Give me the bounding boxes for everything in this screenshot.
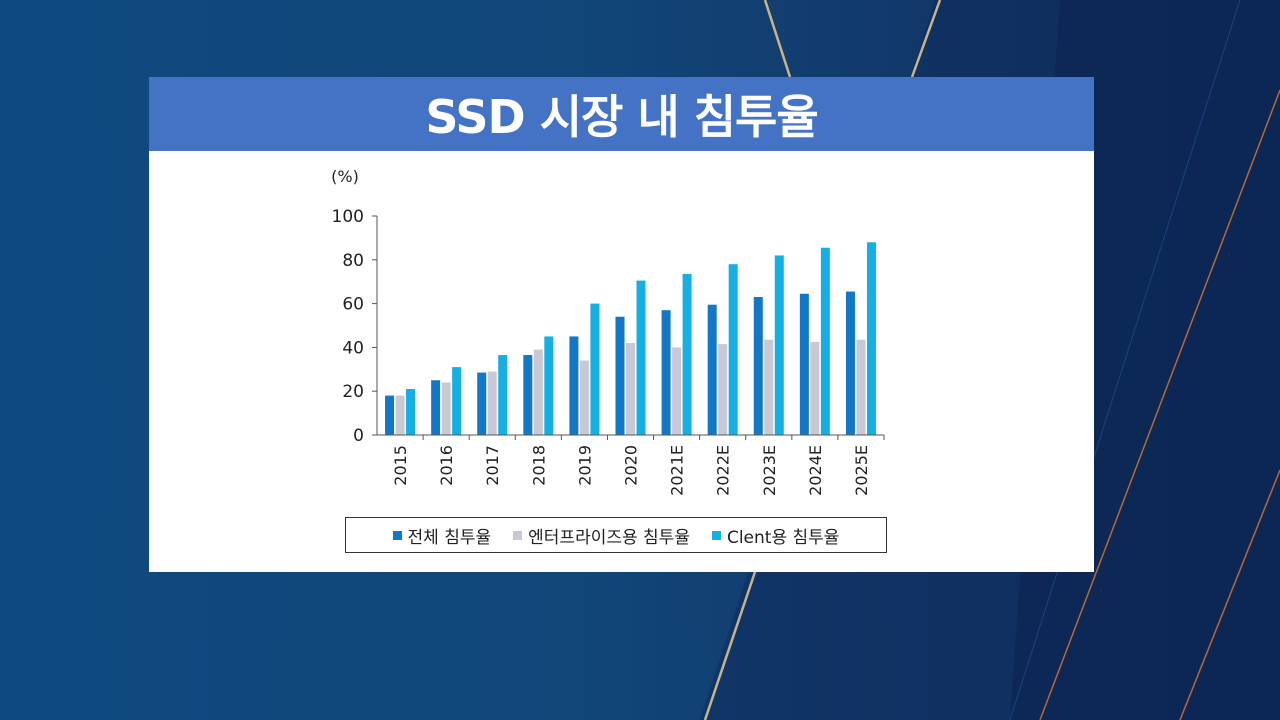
bar-client-2018: [544, 336, 554, 435]
legend-label-client: Clent용 침투율: [726, 527, 840, 548]
bg-copper-line: [1039, 89, 1280, 720]
x-tick-label: 2015: [391, 445, 410, 486]
y-axis-ticks: 0 20 40 60 80 100: [332, 207, 377, 446]
bar-enterprise-2020: [626, 343, 635, 435]
bar-series: [385, 242, 876, 435]
bar-client-2024E: [820, 247, 830, 435]
bar-chart: (%) 0 20 40 60 80 100 2015 2016 2017 2018 2019 202…: [331, 167, 885, 496]
bar-enterprise-2024E: [810, 341, 820, 435]
chart-legend: 전체 침투율 엔터프라이즈용 침투율 Clent용 침투율: [345, 517, 887, 553]
y-tick-label: 100: [332, 207, 364, 227]
bar-client-2021E: [682, 274, 692, 435]
bar-total-2019: [569, 336, 579, 435]
legend-swatch-enterprise: [513, 530, 523, 540]
bar-total-2022E: [707, 304, 717, 435]
legend-swatch-total: [392, 530, 402, 540]
x-tick-label: 2018: [529, 445, 548, 486]
y-tick-label: 60: [342, 295, 364, 315]
bar-enterprise-2015: [395, 395, 405, 435]
x-axis-labels: 2015 2016 2017 2018 2019 2020 2021E 2022E 2023E 2…: [391, 435, 885, 496]
bar-enterprise-2025E: [856, 339, 866, 435]
bar-enterprise-2021E: [672, 347, 682, 435]
x-tick-label: 2020: [622, 445, 641, 486]
chart-panel: SSD 시장 내 침투율 (%) 0 20 40 60 80 100 2015 2016 20…: [149, 77, 1094, 572]
legend-item-enterprise: 엔터프라이즈용 침투율: [513, 523, 690, 548]
bar-total-2021E: [661, 310, 671, 435]
y-tick-label: 0: [353, 426, 364, 446]
legend-label-enterprise: 엔터프라이즈용 침투율: [528, 527, 690, 548]
legend-swatch-client: [711, 530, 721, 540]
y-tick-label: 80: [342, 251, 364, 271]
bar-total-2020: [615, 316, 625, 435]
bar-total-2015: [385, 395, 395, 435]
bar-total-2017: [477, 372, 487, 435]
bar-total-2024E: [799, 293, 809, 435]
bar-client-2017: [498, 355, 508, 435]
x-tick-label: 2024E: [806, 445, 825, 496]
legend-item-total: 전체 침투율: [392, 523, 492, 548]
bg-blue-line: [1009, 0, 1241, 720]
page-title: SSD 시장 내 침투율: [425, 90, 818, 144]
bg-gold-line: [910, 0, 942, 78]
bg-copper-line: [1179, 469, 1280, 720]
x-tick-label: 2025E: [852, 445, 871, 496]
title-bar: SSD 시장 내 침투율: [149, 77, 1094, 151]
bar-total-2018: [523, 355, 533, 435]
bar-total-2025E: [845, 291, 855, 435]
bar-client-2019: [590, 303, 600, 435]
bar-enterprise-2022E: [718, 344, 728, 435]
bar-enterprise-2018: [533, 349, 543, 435]
bar-enterprise-2019: [579, 360, 589, 435]
y-tick-label: 40: [342, 338, 364, 358]
bg-gold-line: [763, 0, 792, 78]
bar-enterprise-2017: [487, 371, 497, 435]
legend-label-total: 전체 침투율: [407, 527, 492, 548]
bar-client-2020: [636, 280, 646, 435]
x-tick-label: 2022E: [714, 445, 733, 496]
y-axis-unit-label: (%): [331, 167, 359, 186]
bar-enterprise-2023E: [764, 339, 774, 435]
bar-enterprise-2016: [441, 382, 451, 435]
x-tick-label: 2021E: [668, 445, 687, 496]
bar-client-2023E: [774, 255, 784, 435]
bar-client-2015: [406, 389, 416, 435]
x-tick-label: 2016: [437, 445, 456, 486]
bar-client-2016: [452, 367, 462, 435]
x-tick-label: 2017: [483, 445, 502, 486]
legend-item-client: Clent용 침투율: [711, 523, 840, 548]
bar-client-2025E: [866, 242, 876, 435]
x-tick-label: 2023E: [760, 445, 779, 496]
y-tick-label: 20: [342, 382, 364, 402]
bar-client-2022E: [728, 264, 738, 435]
bg-gold-line: [703, 571, 757, 720]
bar-total-2016: [431, 380, 441, 435]
x-tick-label: 2019: [575, 445, 594, 486]
bar-total-2023E: [753, 297, 763, 435]
